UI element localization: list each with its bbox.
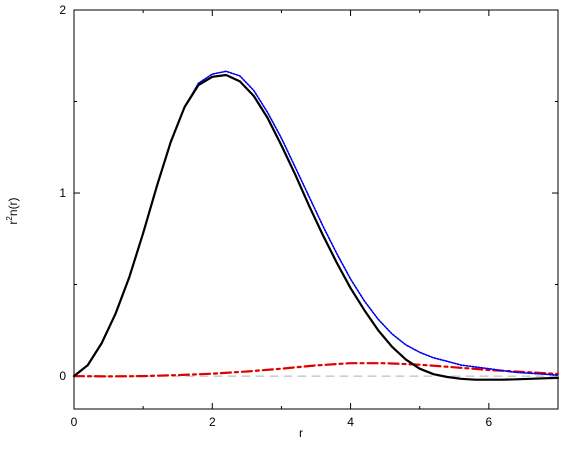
series-line-solid-black [72, 73, 560, 381]
y-tick-label: 0 [59, 369, 66, 383]
plot-frame [73, 9, 559, 410]
axis-ticks [73, 9, 558, 409]
tick-labels: 0 2 4 6 0 1 2 [59, 3, 492, 429]
y-axis-title-main: r [6, 221, 20, 225]
y-tick-label: 1 [59, 186, 66, 200]
series-layer [72, 70, 560, 381]
x-tick-label: 4 [347, 415, 354, 429]
x-tick-label: 0 [71, 415, 78, 429]
y-tick-label: 2 [59, 3, 66, 17]
x-axis-title: r [299, 426, 303, 440]
x-tick-label: 2 [209, 415, 216, 429]
series-line-dashdot-red [72, 362, 560, 378]
y-axis-title-superscript: 2 [5, 216, 14, 221]
y-axis-title-rest: n(r) [6, 197, 20, 216]
y-axis-title: r2n(r) [5, 197, 20, 224]
x-tick-label: 6 [486, 415, 493, 429]
